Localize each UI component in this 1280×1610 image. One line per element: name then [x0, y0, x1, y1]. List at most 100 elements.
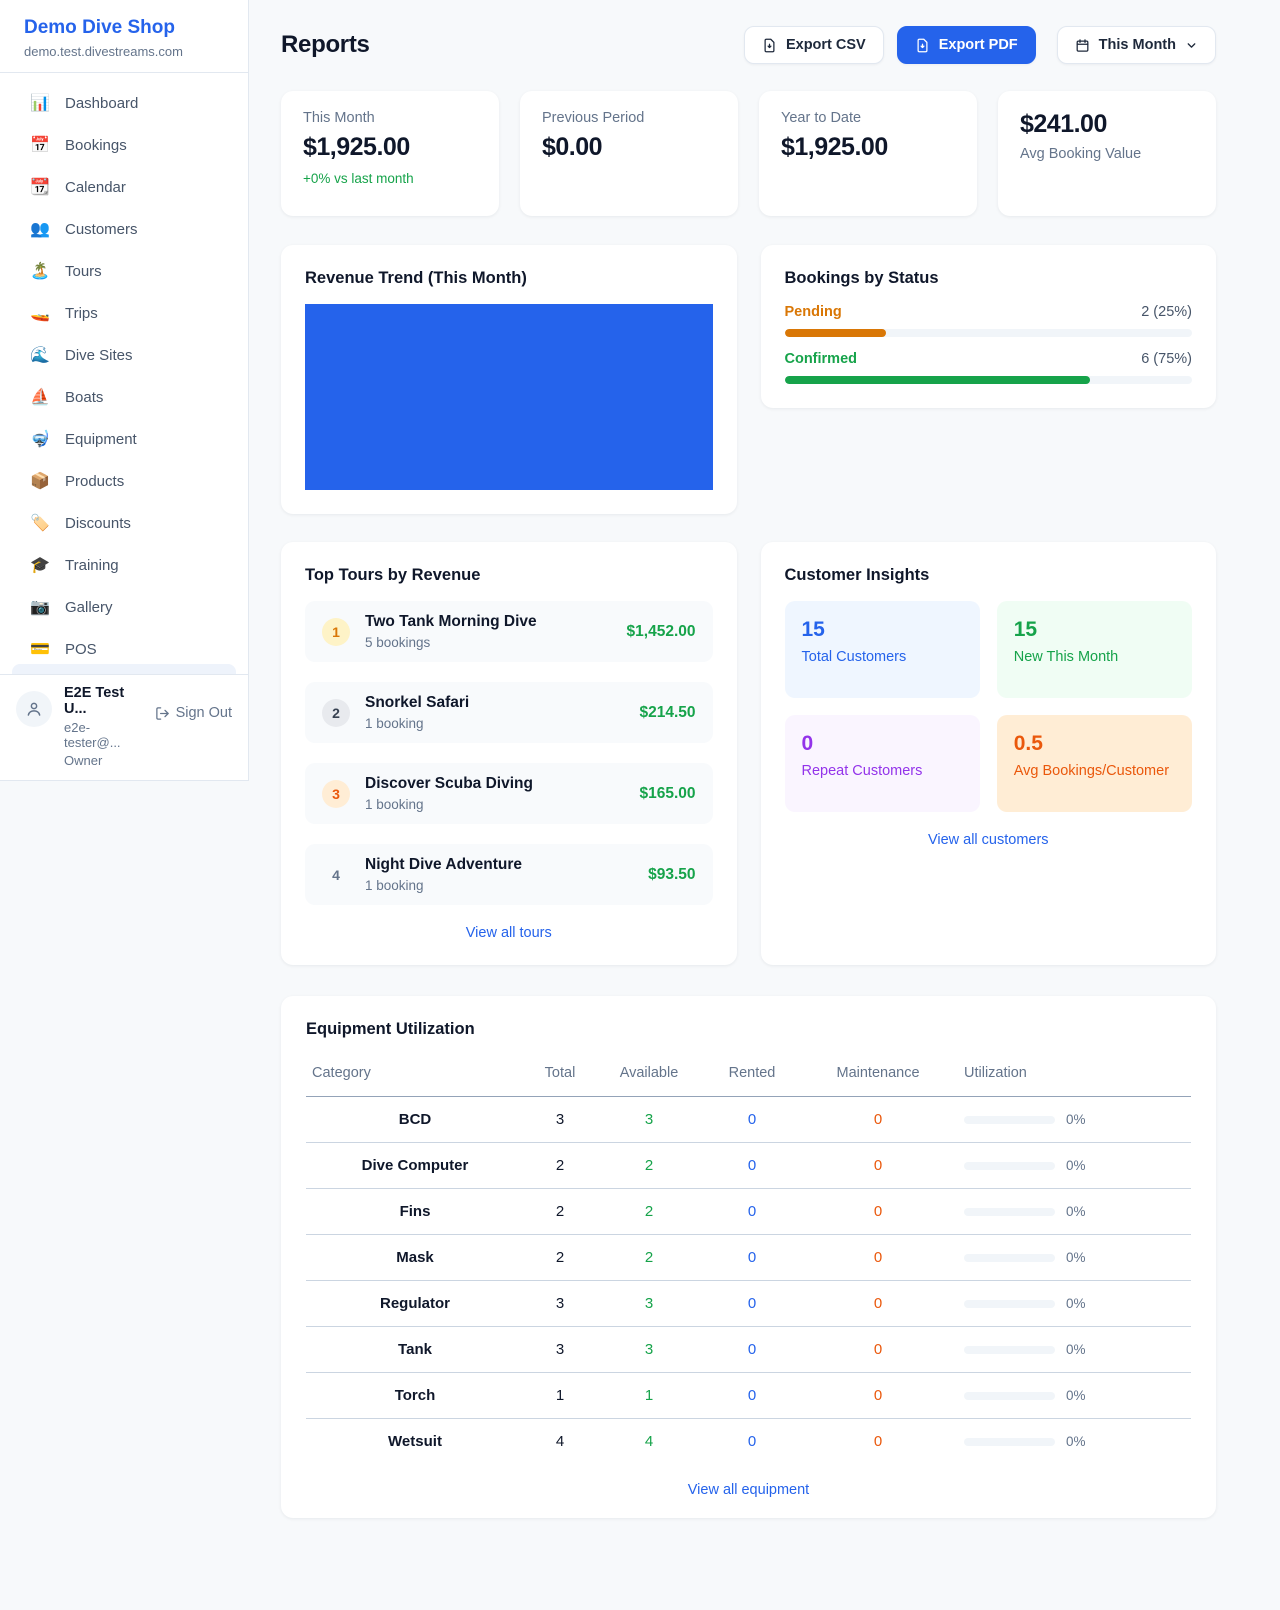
- shop-domain: demo.test.divestreams.com: [24, 44, 183, 59]
- calendar-icon: 📆: [30, 179, 50, 196]
- equip-utilization: 0%: [954, 1419, 1191, 1465]
- equip-available: 3: [596, 1326, 702, 1373]
- table-row: Wetsuit 4 4 0 0 0%: [306, 1419, 1191, 1465]
- sidebar-item-calendar[interactable]: 📆 Calendar: [8, 167, 240, 209]
- utilization-cell: 0%: [960, 1388, 1185, 1403]
- stats-row: This Month $1,925.00 +0% vs last month Prev…: [281, 91, 1216, 216]
- sign-out-button[interactable]: Sign Out: [155, 705, 232, 721]
- sidebar-item-customers[interactable]: 👥 Customers: [8, 209, 240, 251]
- sidebar-item-label: Products: [65, 473, 125, 490]
- status-head: Confirmed 6 (75%): [785, 351, 1193, 367]
- tours-icon: 🏝️: [30, 263, 50, 280]
- equipment-table-header: Category Total Available Rented Maintenance U…: [306, 1055, 1191, 1097]
- tour-row: 2 Snorkel Safari 1 booking $214.50: [305, 682, 713, 743]
- equip-category: Mask: [306, 1234, 524, 1281]
- avatar: [16, 691, 52, 727]
- nav-selected-partial: [12, 664, 236, 674]
- equip-category: BCD: [306, 1096, 524, 1143]
- sidebar-item-trips[interactable]: 🚤 Trips: [8, 293, 240, 335]
- sidebar-item-label: Boats: [65, 389, 104, 406]
- sidebar-item-training[interactable]: 🎓 Training: [8, 545, 240, 587]
- status-bar-track: [784, 329, 1192, 337]
- page-title: Reports: [281, 31, 370, 58]
- top-tours-title: Top Tours by Revenue: [305, 566, 481, 584]
- equip-available: 3: [596, 1096, 702, 1143]
- column-header-rented: Rented: [702, 1055, 802, 1097]
- tour-amount: $1,452.00: [626, 622, 696, 640]
- tour-bookings: 5 bookings: [365, 635, 431, 650]
- tour-info: Snorkel Safari 1 booking: [365, 694, 469, 731]
- customers-icon: 👥: [30, 221, 50, 238]
- sidebar-item-label: Training: [65, 557, 119, 574]
- sidebar-item-label: Equipment: [65, 431, 137, 448]
- sidebar-item-boats[interactable]: ⛵ Boats: [8, 377, 240, 419]
- calendar-icon: [1076, 38, 1089, 52]
- equip-available: 4: [644, 1433, 654, 1450]
- view-all-tours-link[interactable]: View all tours: [465, 925, 552, 941]
- stat-value: $1,925.00: [303, 133, 410, 161]
- sidebar-item-label: Dive Sites: [65, 347, 133, 364]
- equip-maintenance: 0: [802, 1326, 954, 1373]
- utilization-percent: 0%: [1066, 1158, 1086, 1173]
- sidebar-item-gallery[interactable]: 📷 Gallery: [8, 587, 240, 629]
- stat-card: This Month $1,925.00 +0% vs last month: [281, 91, 499, 216]
- utilization-percent: 0%: [1066, 1434, 1086, 1449]
- charts-row: Revenue Trend (This Month) Bookings by S…: [281, 245, 1216, 514]
- customer-insights-title: Customer Insights: [784, 566, 930, 584]
- equip-maintenance: 0: [873, 1433, 883, 1450]
- column-header-total: Total: [524, 1055, 596, 1097]
- sidebar-item-bookings[interactable]: 📅 Bookings: [8, 125, 240, 167]
- stat-card: Previous Period $0.00: [520, 91, 738, 216]
- user-email: e2e-tester@...: [64, 720, 121, 750]
- sidebar-item-products[interactable]: 📦 Products: [8, 461, 240, 503]
- stat-value: $1,925.00: [781, 133, 888, 161]
- export-pdf-button[interactable]: Export PDF: [896, 26, 1036, 64]
- user-info: E2E Test U... e2e-tester@... Owner: [64, 685, 143, 768]
- insight-value: 0: [801, 732, 814, 755]
- bookings-by-status-card: Bookings by Status Pending 2 (25%) Confirm…: [760, 245, 1216, 408]
- stat-delta: +0% vs last month: [303, 171, 414, 186]
- period-label: This Month: [1098, 37, 1176, 53]
- insight-label: Total Customers: [801, 649, 907, 665]
- sidebar-item-label: POS: [65, 641, 97, 658]
- brand-block: Demo Dive Shop demo.test.divestreams.com: [0, 0, 248, 73]
- utilization-percent: 0%: [1066, 1250, 1086, 1265]
- sidebar-item-dashboard[interactable]: 📊 Dashboard: [8, 83, 240, 125]
- sidebar-item-label: Trips: [65, 305, 98, 322]
- equip-total: 4: [555, 1433, 565, 1450]
- stat-label: Year to Date: [781, 110, 862, 126]
- stat-value: $0.00: [542, 133, 603, 161]
- insight-tile: 0.5 Avg Bookings/Customer: [996, 715, 1192, 812]
- equip-maintenance: 0: [802, 1188, 954, 1235]
- tour-row: 4 Night Dive Adventure 1 booking $93.50: [305, 844, 713, 905]
- utilization-bar: [964, 1161, 1055, 1170]
- view-all-customers-link[interactable]: View all customers: [927, 832, 1049, 848]
- gallery-icon: 📷: [30, 599, 50, 616]
- revenue-trend-title: Revenue Trend (This Month): [305, 269, 527, 287]
- tour-amount: $93.50: [648, 865, 696, 883]
- tour-info: Two Tank Morning Dive 5 bookings: [365, 613, 537, 650]
- export-csv-button[interactable]: Export CSV: [743, 26, 884, 64]
- equipment-table: Category Total Available Rented Maintenance U…: [306, 1055, 1191, 1464]
- table-row: Mask 2 2 0 0 0%: [306, 1234, 1191, 1281]
- rank-badge: 1: [322, 617, 350, 646]
- stat-label: Previous Period: [542, 110, 645, 126]
- sidebar-item-tours[interactable]: 🏝️ Tours: [8, 251, 240, 293]
- sidebar-item-discounts[interactable]: 🏷️ Discounts: [8, 503, 240, 545]
- sidebar-item-dive-sites[interactable]: 🌊 Dive Sites: [8, 335, 240, 377]
- utilization-cell: 0%: [960, 1204, 1185, 1219]
- equip-available: 2: [596, 1142, 702, 1189]
- view-all-equipment-link[interactable]: View all equipment: [687, 1482, 810, 1498]
- revenue-trend-card: Revenue Trend (This Month): [281, 245, 737, 514]
- utilization-bar: [964, 1437, 1055, 1446]
- user-panel: E2E Test U... e2e-tester@... Owner Sign …: [0, 674, 248, 780]
- sidebar-item-pos[interactable]: 💳 POS: [8, 629, 240, 662]
- column-header-utilization: Utilization: [954, 1055, 1191, 1097]
- period-dropdown[interactable]: This Month: [1056, 26, 1216, 64]
- utilization-bar: [964, 1391, 1055, 1400]
- sidebar-item-label: Calendar: [65, 179, 126, 196]
- table-row: Torch 1 1 0 0 0%: [306, 1372, 1191, 1419]
- products-icon: 📦: [30, 473, 50, 490]
- sidebar-item-equipment[interactable]: 🤿 Equipment: [8, 419, 240, 461]
- equip-utilization: 0%: [954, 1280, 1191, 1327]
